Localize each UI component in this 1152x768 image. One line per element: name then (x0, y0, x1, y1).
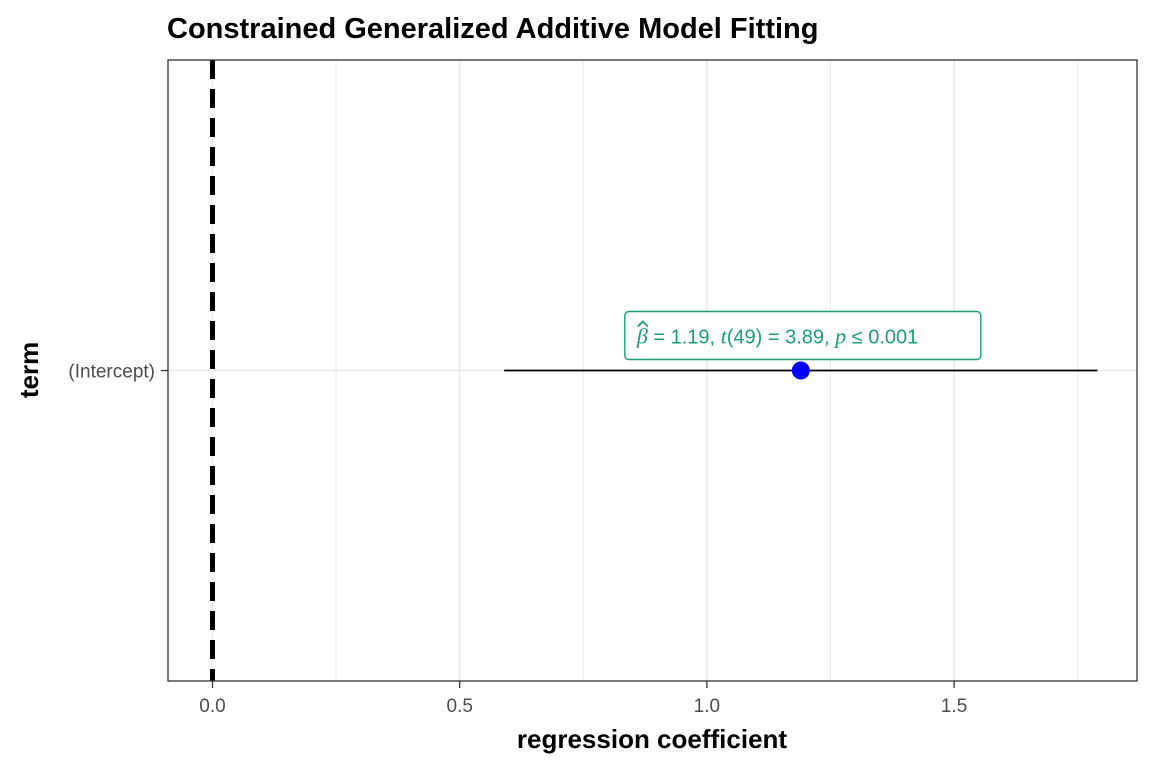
x-tick-label: 0.5 (446, 696, 472, 717)
x-tick-label: 0.0 (199, 696, 225, 717)
x-tick-label: 1.5 (941, 696, 967, 717)
x-axis-title: regression coefficient (517, 724, 788, 754)
p-symbol: p (833, 324, 846, 349)
estimate-value: = 1.19, (648, 327, 715, 349)
estimate-label: β = 1.19, t(49) = 3.89, p ≤ 0.001 (624, 310, 982, 361)
y-tick-label: (Intercept) (68, 362, 155, 383)
chart-title: Constrained Generalized Additive Model F… (167, 13, 818, 45)
x-axis: 0.0 0.5 1.0 1.5 (199, 681, 967, 717)
estimate-label-box (624, 310, 982, 361)
hat-accent (637, 320, 649, 328)
t-statistic: (49) = 3.89, (727, 327, 830, 349)
t-symbol: t (721, 324, 728, 349)
y-axis-title: term (14, 342, 44, 398)
beta-symbol: β (636, 324, 648, 349)
y-axis: (Intercept) (68, 362, 168, 383)
p-value: ≤ 0.001 (846, 327, 918, 349)
estimate-point (791, 361, 810, 380)
x-tick-label: 1.0 (694, 696, 720, 717)
plot-panel: β = 1.19, t(49) = 3.89, p ≤ 0.001 (167, 59, 1138, 682)
estimate-label-text: β = 1.19, t(49) = 3.89, p ≤ 0.001 (636, 324, 918, 349)
data-marks: β = 1.19, t(49) = 3.89, p ≤ 0.001 (209, 60, 1098, 681)
